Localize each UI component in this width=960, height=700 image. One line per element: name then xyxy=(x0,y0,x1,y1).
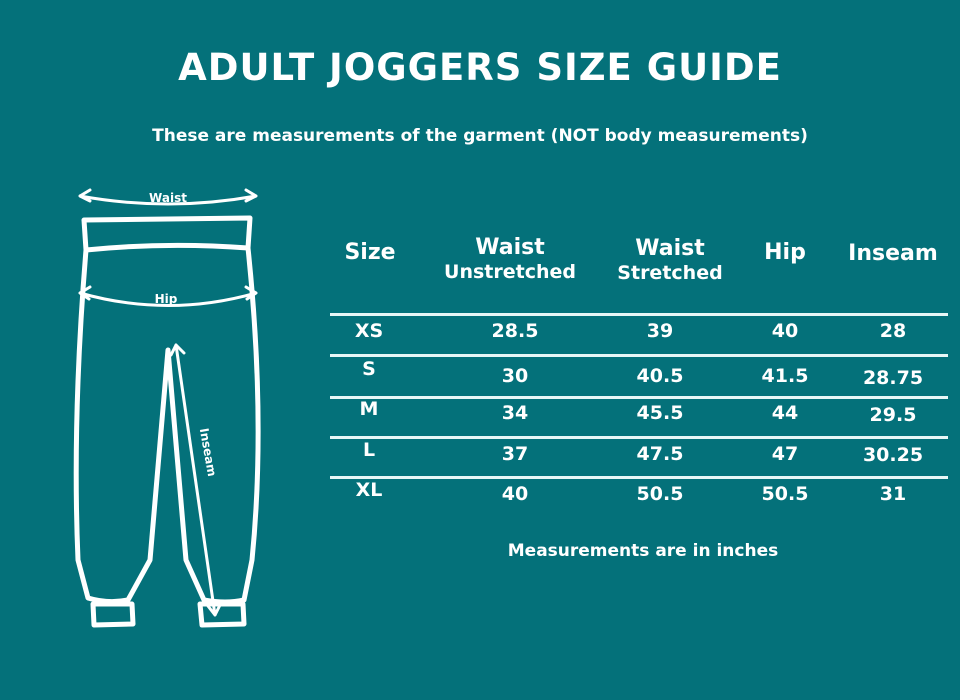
cell-waist-stretched: 39 xyxy=(646,320,674,342)
header-text: Size xyxy=(344,240,396,265)
cell-inseam: 31 xyxy=(879,483,907,505)
cell-waist-unstretched: 37 xyxy=(501,443,529,465)
cell-hip: 50.5 xyxy=(761,483,809,505)
inseam-arrow-icon xyxy=(169,343,222,617)
right-cuff-shape xyxy=(197,601,247,628)
header-text: Hip xyxy=(764,240,806,265)
header-waist-unstretched: Waist Unstretched xyxy=(430,235,590,285)
cell-waist-stretched: 40.5 xyxy=(636,365,684,387)
cell-inseam: 28.75 xyxy=(862,367,924,389)
cell-waist-unstretched: 28.5 xyxy=(491,320,539,342)
header-hip: Hip xyxy=(745,240,825,265)
subtitle: These are measurements of the garment (N… xyxy=(152,126,808,146)
cell-size: XS xyxy=(354,320,384,342)
cell-hip: 41.5 xyxy=(761,365,809,387)
cell-hip: 40 xyxy=(771,320,799,342)
cell-waist-stretched: 50.5 xyxy=(636,483,684,505)
hip-label: Hip xyxy=(155,292,178,306)
cell-waist-unstretched: 30 xyxy=(501,365,529,387)
header-subtext: Unstretched xyxy=(444,261,576,283)
waistband-shape xyxy=(81,215,253,253)
header-text: Waist xyxy=(635,236,705,261)
hip-arrow-icon xyxy=(78,285,258,307)
cell-waist-stretched: 47.5 xyxy=(636,443,684,465)
cell-hip: 44 xyxy=(771,402,799,424)
cell-size: L xyxy=(362,439,376,461)
waist-label: Waist xyxy=(149,191,187,205)
header-text: Waist xyxy=(475,235,545,260)
cell-waist-unstretched: 40 xyxy=(501,483,529,505)
header-inseam: Inseam xyxy=(833,241,953,266)
header-text: Inseam xyxy=(848,241,938,266)
cell-waist-unstretched: 34 xyxy=(501,402,529,424)
cell-waist-stretched: 45.5 xyxy=(636,402,684,424)
header-waist-stretched: Waist Stretched xyxy=(600,236,740,286)
joggers-diagram: Waist Hip Inseam xyxy=(73,188,261,628)
row-divider xyxy=(330,354,948,357)
inseam-label: Inseam xyxy=(197,427,219,478)
cell-size: S xyxy=(362,358,376,380)
cell-inseam: 30.25 xyxy=(862,444,924,466)
cell-size: M xyxy=(359,398,379,420)
cell-size: XL xyxy=(355,479,383,501)
row-divider xyxy=(330,436,948,439)
row-divider xyxy=(330,396,948,399)
cell-inseam: 28 xyxy=(879,320,907,342)
header-subtext: Stretched xyxy=(617,262,723,284)
pants-outline-shape xyxy=(73,245,261,605)
row-divider xyxy=(330,313,948,316)
row-divider xyxy=(330,476,948,479)
units-note: Measurements are in inches xyxy=(507,541,779,561)
cell-inseam: 29.5 xyxy=(869,404,917,426)
waist-arrow-icon xyxy=(78,188,258,206)
cell-hip: 47 xyxy=(771,443,799,465)
page-title: ADULT JOGGERS SIZE GUIDE xyxy=(178,46,782,89)
header-size: Size xyxy=(330,240,410,265)
left-cuff-shape xyxy=(90,601,136,628)
